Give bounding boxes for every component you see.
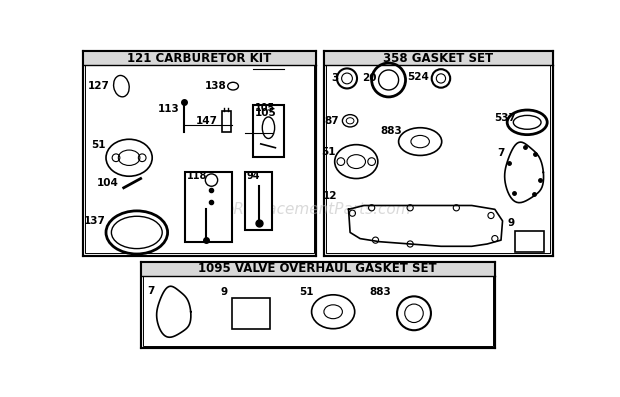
Text: 105: 105 (255, 103, 275, 113)
Bar (253, 105, 284, 157)
Text: 1095 VALVE OVERHAUL GASKET SET: 1095 VALVE OVERHAUL GASKET SET (198, 262, 437, 275)
Text: 51: 51 (92, 141, 106, 150)
Text: eReplacementParts.com: eReplacementParts.com (224, 202, 411, 217)
Bar (221, 111, 231, 132)
Text: 94: 94 (247, 171, 260, 181)
Bar (185, 172, 231, 242)
Text: 51: 51 (321, 146, 335, 156)
Text: 7: 7 (147, 286, 154, 296)
Text: 113: 113 (157, 104, 179, 114)
Text: 105: 105 (255, 108, 277, 118)
Text: 883: 883 (381, 126, 402, 136)
Bar (231, 298, 270, 329)
Bar (141, 262, 495, 276)
Bar (143, 264, 492, 346)
Bar (85, 54, 314, 253)
Bar (83, 52, 316, 256)
Text: 20: 20 (363, 73, 377, 83)
Bar (141, 262, 495, 348)
Text: 104: 104 (97, 178, 119, 188)
Text: 524: 524 (407, 72, 430, 82)
Text: 147: 147 (196, 116, 218, 126)
Text: 9: 9 (508, 218, 515, 228)
Bar (324, 52, 552, 66)
Text: 7: 7 (497, 148, 505, 158)
Text: 137: 137 (84, 216, 106, 226)
Text: 12: 12 (322, 191, 337, 201)
Bar (324, 52, 552, 256)
Text: 127: 127 (88, 81, 110, 91)
Text: 87: 87 (325, 116, 339, 126)
Text: 9: 9 (221, 287, 228, 297)
Text: 3: 3 (331, 73, 339, 83)
Bar (83, 52, 316, 66)
Text: 118: 118 (187, 171, 207, 181)
Text: 358 GASKET SET: 358 GASKET SET (383, 52, 494, 65)
Bar (515, 231, 544, 252)
Text: 121 CARBURETOR KIT: 121 CARBURETOR KIT (128, 52, 272, 65)
Text: 51: 51 (299, 287, 314, 297)
Bar (246, 172, 272, 230)
Text: 138: 138 (205, 81, 227, 91)
Text: 883: 883 (369, 287, 391, 297)
Text: 537: 537 (495, 114, 516, 123)
Bar (326, 54, 551, 253)
